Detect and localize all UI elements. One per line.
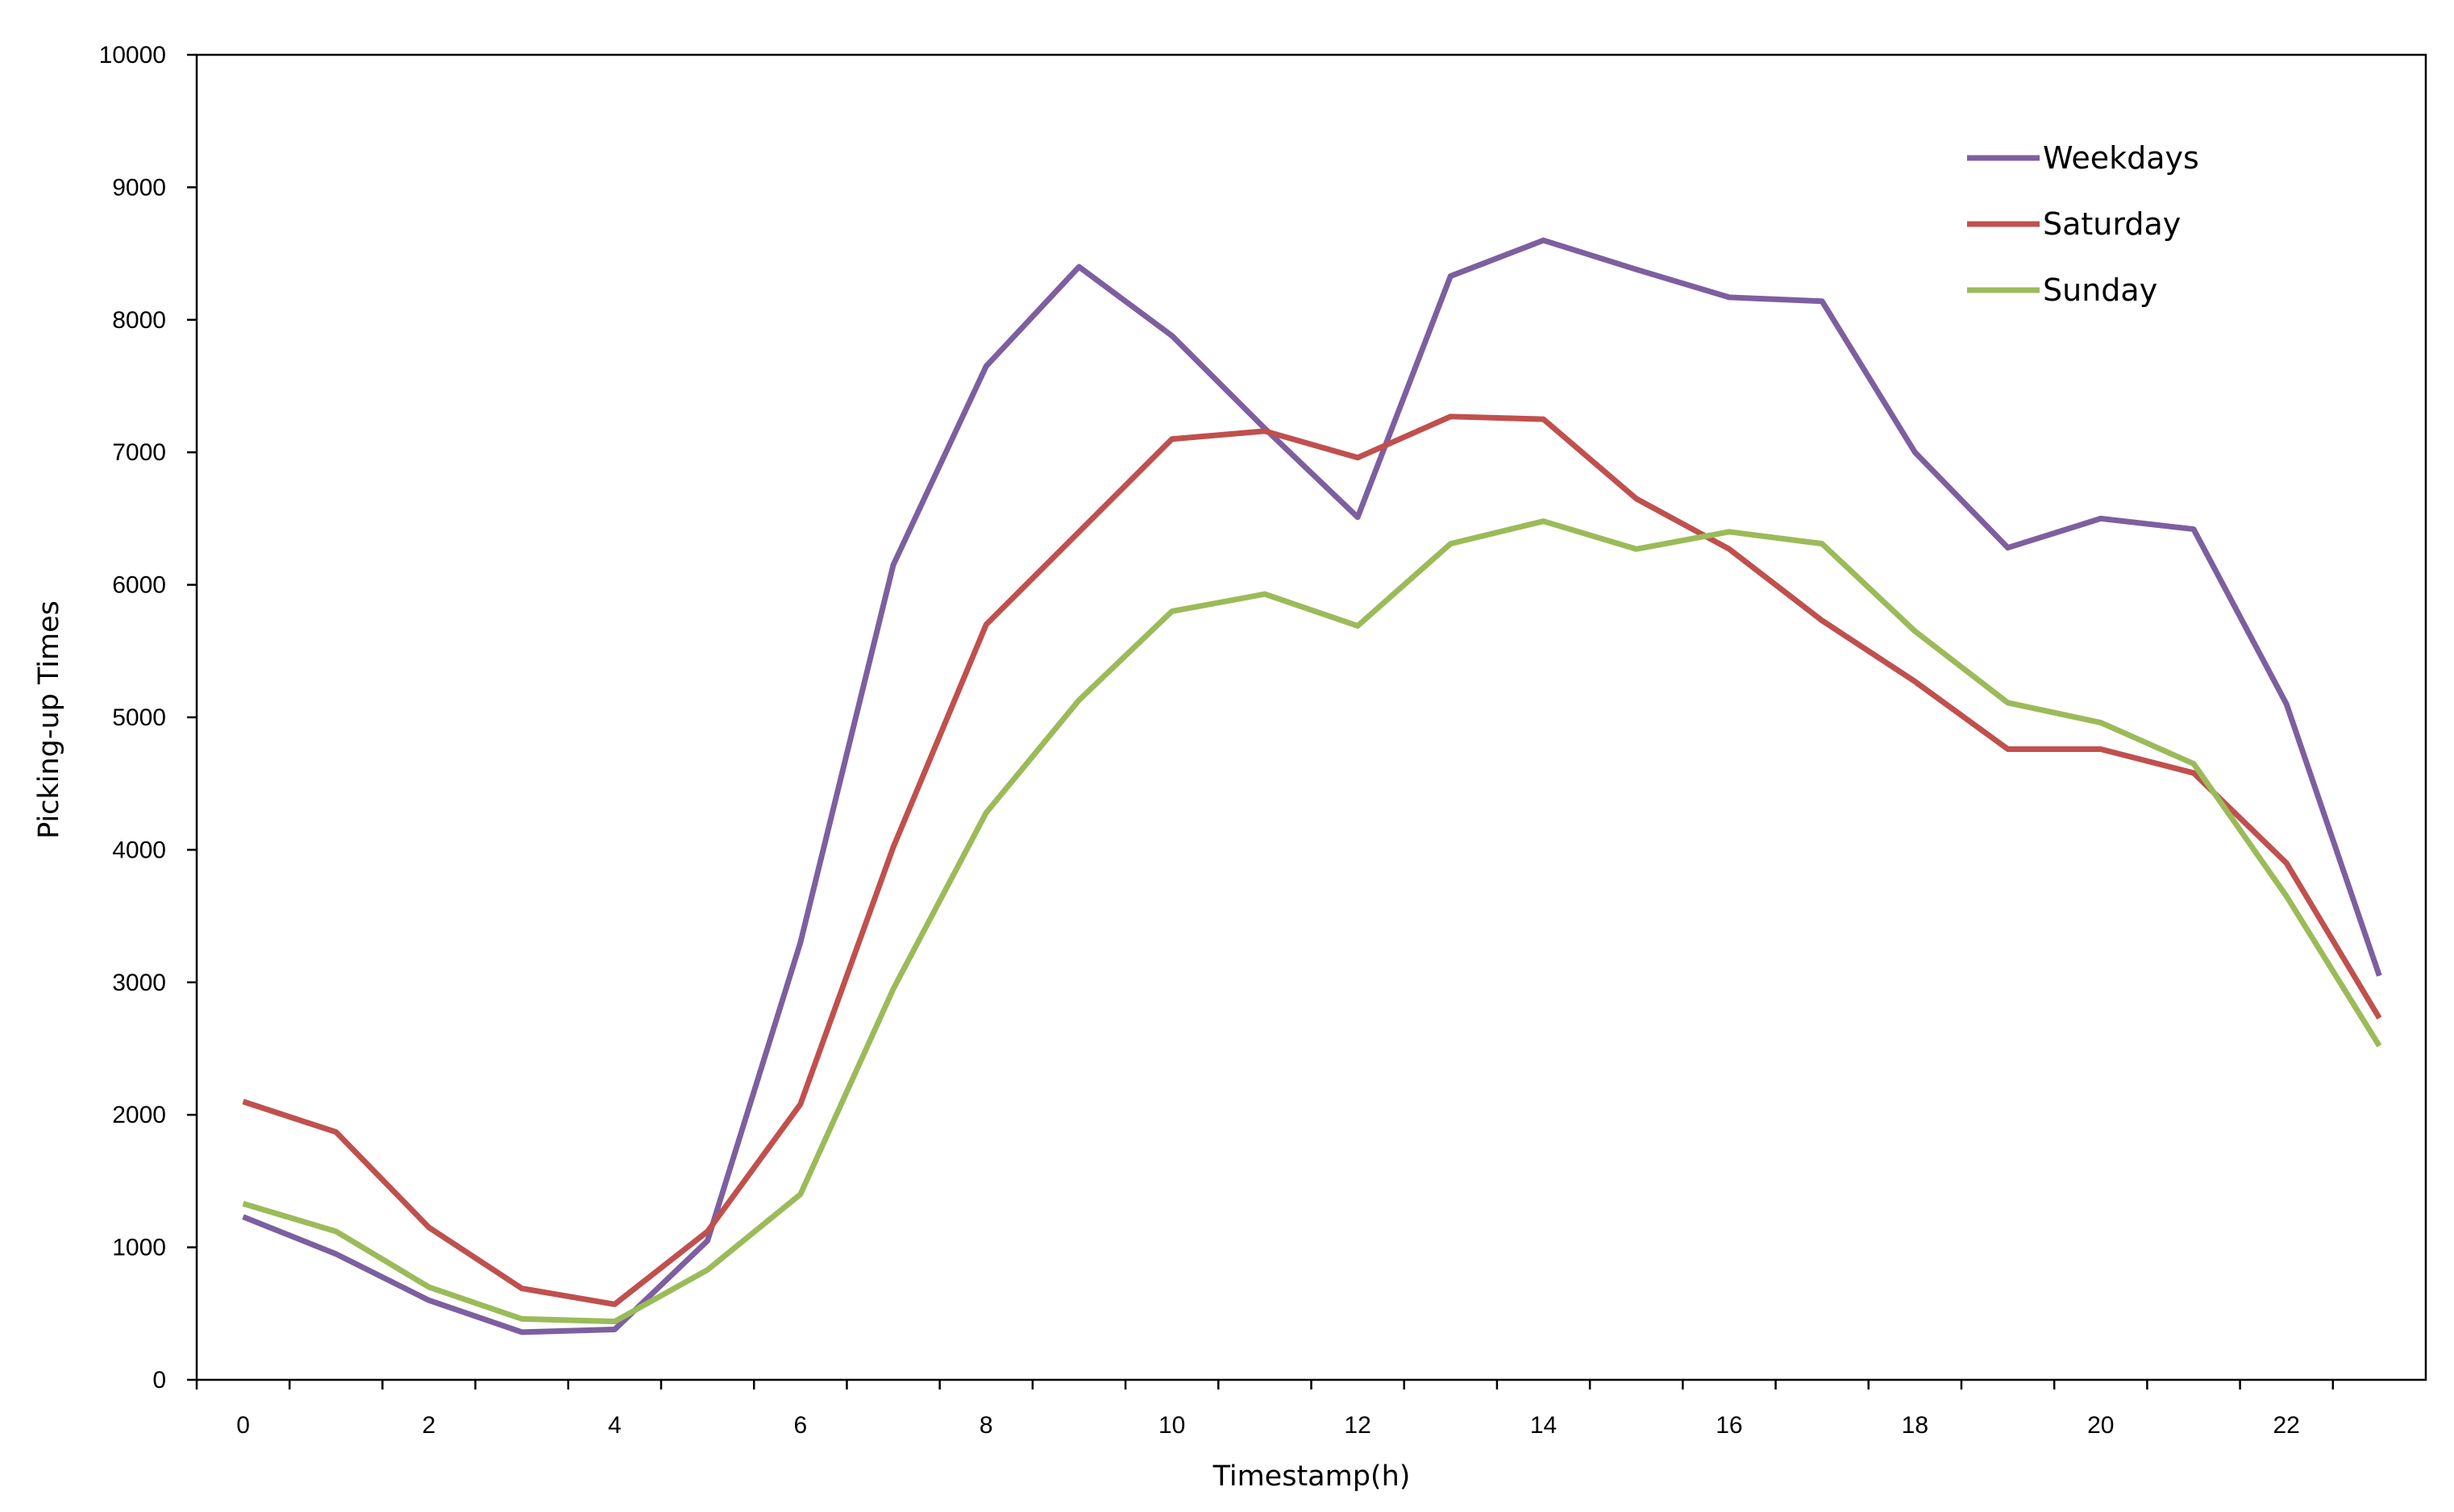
plot-area [195, 53, 2427, 1381]
x-tick-label: 0 [236, 1412, 250, 1439]
data-point [2378, 1017, 2380, 1019]
data-point [1171, 610, 1173, 612]
data-point [2007, 748, 2009, 750]
data-point [2193, 763, 2194, 765]
data-point [2378, 1045, 2380, 1047]
series-lines [242, 237, 2382, 1335]
data-point [2286, 862, 2287, 864]
data-point [2007, 547, 2009, 549]
y-tick-label: 5000 [112, 704, 166, 731]
data-point [1728, 531, 1730, 533]
x-tick-label: 6 [794, 1412, 808, 1439]
data-point [707, 1269, 709, 1271]
data-point [892, 988, 894, 990]
legend-label: Saturday [2043, 206, 2181, 242]
data-point [1821, 620, 1823, 621]
data-point [1450, 416, 1451, 417]
y-tick-label: 8000 [112, 307, 166, 334]
y-axis-ticks: 0 1000 2000 3000 4000 5000 6000 7000 8000 9000 100… [99, 42, 197, 1394]
data-point [892, 564, 894, 566]
data-point [1543, 418, 1545, 420]
y-tick-label: 4000 [112, 837, 166, 863]
data-point [2286, 895, 2287, 897]
data-point [1636, 548, 1637, 550]
data-point [335, 1231, 337, 1232]
x-tick-label: 20 [2087, 1412, 2114, 1439]
data-point [2100, 748, 2102, 750]
x-tick-label: 16 [1716, 1412, 1742, 1439]
x-tick-label: 18 [1902, 1412, 1928, 1439]
data-point [2193, 772, 2194, 774]
y-axis-title: Picking-up Times [33, 600, 65, 839]
data-point [2193, 529, 2194, 530]
data-point [2007, 702, 2009, 704]
x-tick-label: 14 [1530, 1412, 1557, 1439]
x-tick-label: 4 [608, 1412, 622, 1439]
x-axis-ticks: 0 2 4 6 8 10 12 14 16 18 20 22 [195, 1380, 2335, 1439]
data-point [800, 1103, 801, 1105]
data-point [707, 1231, 709, 1232]
y-tick-label: 0 [152, 1367, 166, 1394]
y-tick-label: 6000 [112, 572, 166, 599]
data-point [335, 1253, 337, 1255]
data-point [2100, 517, 2102, 519]
data-point [985, 365, 987, 367]
data-point [892, 846, 894, 848]
data-point [985, 812, 987, 813]
series-saturday [242, 413, 2382, 1307]
x-axis-title: Timestamp(h) [1212, 1460, 1411, 1493]
data-point [428, 1286, 430, 1288]
data-point [1264, 430, 1266, 432]
data-point [1636, 498, 1637, 500]
data-point [614, 1321, 615, 1323]
y-tick-label: 7000 [112, 439, 166, 466]
y-tick-label: 9000 [112, 174, 166, 201]
data-point [2100, 722, 2102, 724]
series-line-sunday [242, 518, 2382, 1325]
series-sunday [242, 518, 2382, 1325]
data-point [614, 1303, 615, 1305]
data-point [1543, 239, 1545, 241]
data-point [1821, 543, 1823, 545]
legend: Weekdays Saturday Sunday [1967, 140, 2199, 308]
legend-label: Weekdays [2043, 140, 2199, 176]
data-point [707, 1240, 709, 1241]
x-tick-label: 10 [1158, 1412, 1185, 1439]
data-point [614, 1329, 615, 1331]
y-tick-label: 3000 [112, 970, 166, 996]
data-point [1728, 548, 1730, 550]
y-tick-label: 2000 [112, 1102, 166, 1128]
data-point [428, 1299, 430, 1301]
data-point [1636, 268, 1637, 270]
y-tick-label: 1000 [112, 1235, 166, 1261]
data-point [1171, 335, 1173, 337]
data-point [985, 624, 987, 625]
series-weekdays [242, 237, 2382, 1335]
data-point [800, 941, 801, 943]
data-point [1171, 438, 1173, 440]
legend-label: Sunday [2043, 272, 2157, 308]
x-tick-label: 2 [422, 1412, 436, 1439]
series-line-saturday [242, 413, 2382, 1307]
x-tick-label: 22 [2273, 1412, 2300, 1439]
plot-frame [195, 53, 2427, 1381]
x-tick-label: 12 [1344, 1412, 1370, 1439]
series-line-weekdays [242, 237, 2382, 1335]
data-point [2378, 975, 2380, 977]
data-point [1450, 543, 1451, 545]
y-tick-label: 10000 [99, 42, 166, 69]
data-point [1264, 593, 1266, 595]
x-tick-label: 8 [980, 1412, 993, 1439]
